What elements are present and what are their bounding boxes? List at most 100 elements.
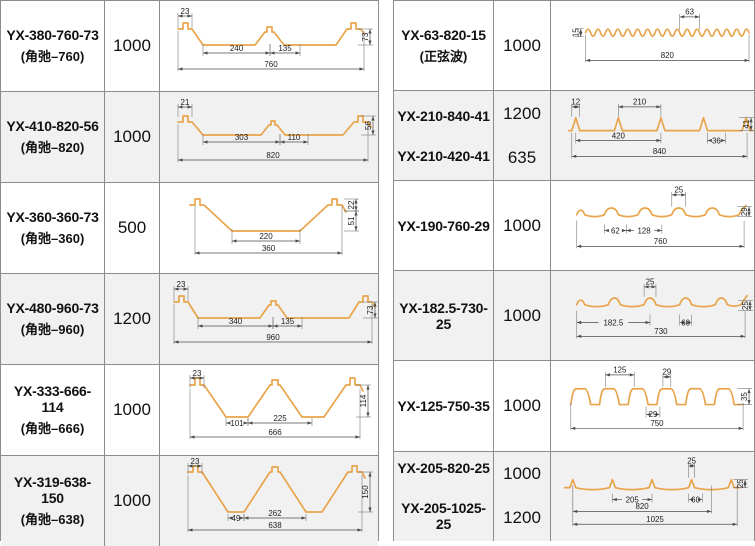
diagram-cell: 12 210 420 36 840 41 [551, 91, 754, 180]
coil-width: 1000 [503, 35, 541, 55]
width-cell: 1000 [494, 1, 551, 91]
svg-text:820: 820 [266, 151, 280, 160]
svg-text:820: 820 [636, 502, 650, 511]
svg-text:150: 150 [361, 485, 370, 499]
table-row: YX-380-760-73 (角弛–760) 1000 23 240 135 760 7… [1, 1, 378, 92]
model-cell: YX-380-760-73 (角弛–760) [1, 1, 105, 91]
svg-text:25: 25 [687, 456, 696, 465]
svg-text:73: 73 [366, 305, 375, 314]
model-cell: YX-480-960-73 (角弛–960) [1, 274, 105, 364]
table-row: YX-205-820-25 YX-205-1025-25 1000 1200 2… [394, 451, 754, 541]
svg-text:73: 73 [361, 32, 370, 41]
svg-text:25: 25 [736, 478, 745, 487]
svg-text:960: 960 [266, 333, 280, 342]
width-cell: 1000 [105, 92, 160, 182]
model-code: YX-410-820-56 [6, 118, 99, 134]
profile-diagram: 25 182.5 60 730 25 [575, 278, 753, 339]
table-row: YX-125-750-35 1000 125 29 29 750 35 [394, 361, 754, 452]
svg-text:760: 760 [264, 60, 278, 69]
table-row: YX-210-840-41 YX-210-420-41 1200 635 12 2… [394, 91, 754, 182]
svg-text:182.5: 182.5 [603, 319, 623, 328]
width-cell: 1000 [494, 361, 551, 451]
svg-text:35: 35 [740, 392, 749, 401]
svg-text:36: 36 [712, 136, 721, 145]
coil-width: 1200 [503, 508, 541, 528]
diagram-cell: 220 360 22 51 [160, 183, 378, 273]
svg-text:12: 12 [571, 98, 580, 107]
model-code: YX-63-820-15 [401, 26, 486, 43]
profile-diagram: 23 49 262 638 150 [187, 457, 373, 532]
profile-diagram: 25 205 60 820 1025 25 [564, 456, 749, 526]
model-cell: YX-210-840-41 YX-210-420-41 [394, 91, 494, 181]
svg-text:420: 420 [612, 131, 626, 140]
model-code: YX-333-666-114 [13, 383, 92, 415]
model-code: YX-210-840-41 [397, 107, 490, 124]
model-alias: (正弦波) [419, 48, 468, 64]
diagram-cell: 23 49 262 638 150 [160, 456, 378, 546]
table-row: YX-480-960-73 (角弛–960) 1200 23 340 135 960 7… [1, 274, 378, 365]
table-row: YX-333-666-114 (角弛–666) 1000 23 101 225 666… [1, 365, 378, 456]
width-cell: 1000 [105, 1, 160, 91]
model-code: YX-205-1025-25 [401, 500, 486, 533]
model-cell: YX-410-820-56 (角弛–820) [1, 92, 105, 182]
model-alias: (角弛–760) [20, 49, 85, 64]
svg-text:29: 29 [740, 207, 749, 216]
model-code: YX-182.5-730-25 [399, 299, 488, 332]
svg-text:62: 62 [611, 226, 620, 235]
model-code: YX-380-760-73 [6, 27, 99, 43]
svg-text:730: 730 [654, 327, 668, 336]
svg-text:638: 638 [268, 521, 282, 530]
svg-text:15: 15 [572, 28, 581, 37]
svg-text:750: 750 [650, 420, 664, 429]
coil-width: 1200 [503, 103, 541, 123]
svg-text:41: 41 [742, 119, 751, 128]
table-row: YX-410-820-56 (角弛–820) 1000 21 303 110 820 5… [1, 92, 378, 183]
svg-text:23: 23 [191, 457, 200, 466]
width-cell: 1000 1200 [494, 451, 551, 541]
profile-diagram: 21 303 110 820 56 [177, 98, 376, 162]
profile-diagram: 23 101 225 666 114 [189, 369, 371, 439]
model-alias: (角弛–360) [20, 231, 85, 246]
svg-text:666: 666 [268, 428, 282, 437]
svg-text:135: 135 [281, 317, 295, 326]
model-cell: YX-205-820-25 YX-205-1025-25 [394, 451, 494, 541]
model-alias: (角弛–960) [20, 322, 85, 337]
model-cell: YX-319-638-150 (角弛–638) [1, 456, 105, 546]
coil-width: 1000 [503, 305, 541, 325]
profile-diagram: 220 360 22 51 [189, 198, 359, 255]
diagram-cell: 25 182.5 60 730 25 [551, 271, 754, 360]
model-cell: YX-333-666-114 (角弛–666) [1, 365, 105, 455]
svg-text:760: 760 [654, 237, 668, 246]
svg-text:63: 63 [685, 8, 694, 17]
model-code: YX-125-750-35 [397, 397, 490, 414]
svg-text:125: 125 [613, 366, 627, 375]
coil-width: 1000 [113, 491, 151, 510]
svg-text:101: 101 [230, 419, 244, 428]
width-cell: 1200 [105, 274, 160, 364]
table-row: YX-360-360-73 (角弛–360) 500 220 360 22 51 [1, 183, 378, 274]
model-code: YX-210-420-41 [397, 147, 490, 164]
svg-text:49: 49 [232, 514, 241, 523]
svg-text:25: 25 [646, 278, 655, 287]
width-cell: 500 [105, 183, 160, 273]
table-row: YX-63-820-15 (正弦波) 1000 15 63 820 [394, 1, 754, 92]
svg-text:225: 225 [273, 414, 287, 423]
diagram-cell: 23 101 225 666 114 [160, 365, 378, 455]
coil-width: 1200 [113, 309, 151, 328]
profile-table-left: YX-380-760-73 (角弛–760) 1000 23 240 135 760 7… [0, 0, 379, 546]
model-alias: (角弛–820) [20, 140, 85, 155]
model-cell: YX-190-760-29 [394, 181, 494, 271]
model-cell: YX-63-820-15 (正弦波) [394, 1, 494, 91]
table-row: YX-319-638-150 (角弛–638) 1000 23 49 262 638 1… [1, 456, 378, 546]
diagram-cell: 25 205 60 820 1025 25 [551, 452, 754, 541]
svg-text:29: 29 [649, 411, 658, 420]
coil-width: 1000 [503, 215, 541, 235]
profile-diagram: 15 63 820 [572, 8, 750, 63]
svg-text:128: 128 [637, 226, 651, 235]
svg-text:303: 303 [235, 133, 249, 142]
width-cell: 1000 [494, 181, 551, 271]
svg-text:25: 25 [741, 301, 750, 310]
coil-width: 1000 [503, 395, 541, 415]
